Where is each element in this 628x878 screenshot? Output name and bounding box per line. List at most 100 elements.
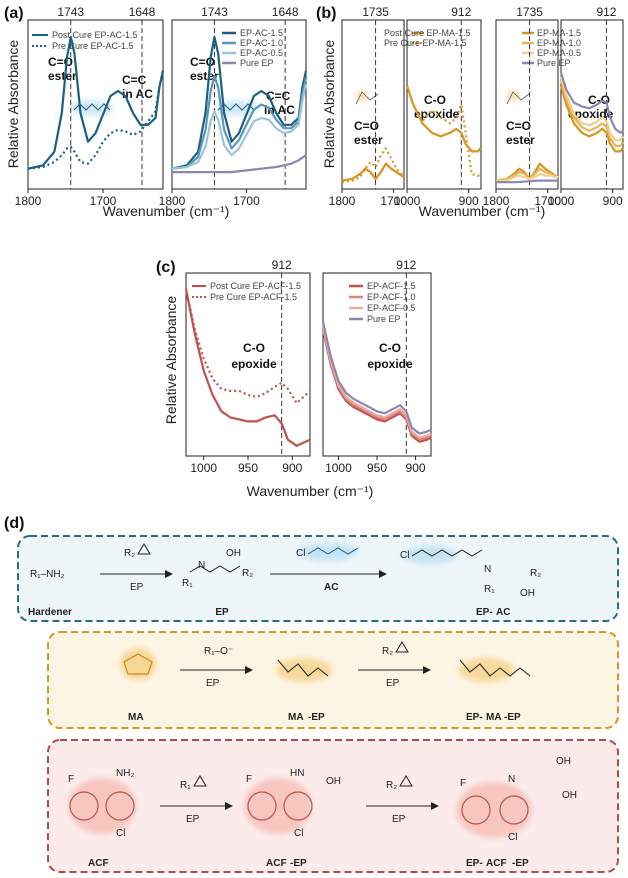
top-tick-c1-0: 912 [272, 258, 292, 272]
x-tick-c1-0: 1000 [190, 461, 217, 475]
scheme-ma-ep-b: -EP [308, 712, 325, 723]
ann-a2-ester: ester [190, 69, 219, 83]
legend-b2-1: Pre Cure EP-MA-1.5 [384, 38, 467, 48]
ylabel-c: Relative Absorbance [163, 296, 179, 425]
scheme-ep-acf-ep-b: ACF [486, 858, 507, 869]
series-b4-0 [559, 85, 624, 153]
x-tick-c1-2: 900 [282, 461, 302, 475]
series-c2-2 [321, 325, 432, 439]
x-tick-b2-1: 900 [459, 194, 479, 208]
top-tick-a2-1: 1648 [272, 5, 299, 19]
ann-b3-co: C=O [506, 119, 531, 133]
scheme-p2-n: N [484, 564, 491, 575]
legend-c2-1: EP-ACF-1.0 [367, 292, 416, 302]
panel-label-c: (c) [156, 259, 176, 276]
series-a2-1 [171, 74, 308, 170]
x-tick-c2-2: 900 [406, 461, 426, 475]
scheme-ep-ma-ep-c: -EP [504, 712, 521, 723]
panel-label-a: (a) [4, 5, 24, 22]
series-c1-0 [184, 289, 311, 447]
x-tick-c2-1: 950 [367, 461, 387, 475]
legend-a2-1: EP-AC-1.0 [240, 38, 283, 48]
scheme-r2-arrow1-top: R₁–O⁻ [204, 646, 233, 657]
scheme-p1-r1: R₁ [182, 578, 193, 589]
top-tick-b1-0: 1735 [362, 5, 389, 19]
xlabel-c: Wavenumber (cm⁻¹) [247, 483, 374, 499]
ann-c1-epoxide: epoxide [231, 357, 277, 371]
scheme-ep-ma-ep-a: EP- [466, 712, 483, 723]
ann-a1-ester: ester [48, 69, 77, 83]
scheme-r3-arrow1-top: R₁ [180, 780, 191, 791]
scheme-r2-arrow1-bottom: EP [206, 678, 220, 689]
scheme-r1-arrow1-bottom: EP [130, 582, 144, 593]
legend-a1-0: Post Cure EP-AC-1.5 [52, 30, 138, 40]
legend-b2-0: Post Cure EP-MA-1.5 [384, 28, 471, 38]
scheme-r2-arrow2-top: R₂ [382, 646, 393, 657]
scheme-p2-label-b: AC [496, 607, 510, 618]
series-b4-3 [559, 72, 624, 134]
scheme-box-ac: R₁–NH₂ Hardener R₂ EP R₁ N OH R₂ EP Cl A… [17, 535, 619, 622]
scheme-acf-ep-a: ACF [266, 858, 287, 869]
scheme-p3b-oh-right: OH [562, 790, 577, 801]
scheme-acf-label: ACF [88, 858, 109, 869]
scheme-r2-arrow2-bottom: EP [386, 678, 400, 689]
x-tick-c2-0: 1000 [325, 461, 352, 475]
scheme-p1-n: N [198, 560, 205, 571]
series-c2-3 [321, 321, 432, 435]
series-b2-1 [405, 85, 482, 177]
series-b3-3 [496, 179, 558, 184]
series-c2-1 [321, 327, 432, 441]
scheme-r3-arrow2-top: R₂ [386, 780, 397, 791]
plot-a2: EP-AC-1.5 EP-AC-1.0 EP-AC-0.5 Pure EP C=… [171, 19, 307, 190]
scheme-p3a-f: F [246, 774, 252, 785]
scheme-r3-arrow2-bottom: EP [392, 814, 406, 825]
ann-c1-co: C-O [243, 341, 265, 355]
x-tick-b4-1: 900 [603, 194, 623, 208]
ann-a1-co: C=O [48, 55, 73, 69]
x-tick-a1-0: 1800 [15, 194, 42, 208]
top-tick-b4-0: 912 [596, 5, 616, 19]
top-tick-a1-1: 1648 [129, 5, 156, 19]
ylabel-b: Relative Absorbance [321, 40, 337, 169]
legend-b4-2: EP-MA-0.5 [537, 48, 581, 58]
legend-a2-2: EP-AC-0.5 [240, 48, 283, 58]
top-tick-a1-0: 1743 [57, 5, 84, 19]
plot-b2: Post Cure EP-MA-1.5 Pre Cure EP-MA-1.5 C… [384, 19, 482, 190]
scheme-p1-oh: OH [226, 548, 241, 559]
xlabel-a: Wavenumber (cm⁻¹) [103, 203, 230, 219]
x-tick-a1-1: 1700 [90, 194, 117, 208]
scheme-p2-oh: OH [520, 588, 535, 599]
x-tick-c1-1: 950 [238, 461, 258, 475]
plot-c1: Post Cure EP-ACF-1.5 Pre Cure EP-ACF-1.5… [185, 272, 311, 457]
legend-c1-0: Post Cure EP-ACF-1.5 [210, 281, 301, 291]
scheme-acf-f: F [68, 774, 74, 785]
scheme-p3b-oh-top: OH [556, 756, 571, 767]
ann-a1-inac: in AC [122, 87, 153, 101]
scheme-acf-ep-b: -EP [290, 858, 307, 869]
scheme-box-ma: MA R₁–O⁻ EP MA -EP R₂ EP EP- MA -EP [47, 631, 619, 729]
plot-b3: C=O ester [495, 19, 559, 190]
scheme-p2-r1: R₁ [484, 584, 495, 595]
scheme-p3a-hn: HN [290, 768, 304, 779]
x-tick-b4-0: 1000 [548, 194, 575, 208]
legend-c2-0: EP-ACF-1.5 [367, 281, 416, 291]
ylabel-a: Relative Absorbance [5, 40, 21, 169]
scheme-hardener-formula: R₁–NH₂ [30, 569, 65, 580]
scheme-ep-acf-ep-c: -EP [512, 858, 529, 869]
ann-b3-ester: ester [506, 133, 535, 147]
panel-label-d: (d) [4, 515, 24, 532]
legend-a2-0: EP-AC-1.5 [240, 28, 283, 38]
scheme-acf-nh2: NH₂ [116, 768, 134, 779]
x-tick-b2-0: 1000 [394, 194, 421, 208]
scheme-p1-r2: R₂ [242, 568, 253, 579]
scheme-r1-arrow1-top: R₂ [124, 548, 135, 559]
legend-a1-1: Pre Cure EP-AC-1.5 [52, 41, 134, 51]
scheme-p3a-oh: OH [326, 776, 341, 787]
series-a1-1 [27, 70, 165, 170]
scheme-p3b-n: N [508, 774, 515, 785]
series-b2-0 [405, 85, 482, 153]
x-tick-b1-0: 1800 [329, 194, 356, 208]
series-b3-1 [495, 167, 559, 182]
series-b4-2 [559, 76, 624, 142]
